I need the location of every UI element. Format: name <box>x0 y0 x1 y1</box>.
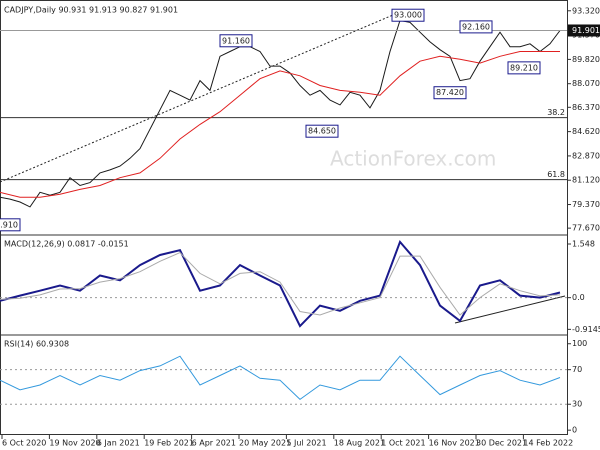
y-tick-label: 88.070 <box>572 79 600 88</box>
x-tick-label: 19 Nov 2020 <box>49 439 100 448</box>
annotation-box <box>0 218 21 232</box>
y-tick-label: 100 <box>572 339 587 348</box>
annotation-box <box>507 61 541 75</box>
level-label: 38.2 <box>547 108 565 117</box>
y-tick-label: 79.370 <box>572 200 600 209</box>
price-annotation: 77.910 <box>0 218 21 232</box>
series-line <box>0 355 561 401</box>
y-tick-label: 82.870 <box>572 151 600 160</box>
x-tick-label: 5 Jul 2021 <box>286 439 326 448</box>
y-tick-label: 86.370 <box>572 103 600 112</box>
x-tick-label: 14 Feb 2022 <box>523 439 573 448</box>
price-annotation: 87.420 <box>433 86 467 100</box>
price-annotation: 93.000 <box>391 8 425 22</box>
panel-title: MACD(12,26,9) 0.0817 -0.0151 <box>4 240 129 249</box>
y-tick-label: 1.548 <box>572 240 595 249</box>
price-annotation: 92.160 <box>459 20 493 34</box>
macd-trend-line <box>454 295 566 324</box>
annotation-box <box>305 124 339 138</box>
x-tick-label: 16 Nov 2021 <box>429 439 480 448</box>
series-line <box>0 252 561 316</box>
x-tick-label: 30 Dec 2021 <box>476 439 527 448</box>
y-tick-label: 30 <box>572 400 582 409</box>
annotation-box <box>433 86 467 100</box>
x-tick-label: 6 Apr 2021 <box>192 439 236 448</box>
x-tick-label: 6 Jan 2021 <box>97 439 140 448</box>
x-tick-label: 20 May 2021 <box>239 439 291 448</box>
annotation-box <box>219 34 253 48</box>
trend-line <box>0 11 401 183</box>
annotation-label: 91.160 <box>222 36 250 45</box>
y-tick-label: 93.320 <box>572 6 600 15</box>
annotation-box <box>391 8 425 22</box>
annotation-label: 77.910 <box>0 220 18 229</box>
x-tick-label: 6 Oct 2020 <box>2 439 46 448</box>
frame <box>0 0 568 435</box>
y-tick-label: 77.670 <box>572 224 600 233</box>
price-annotation: 91.160 <box>219 34 253 48</box>
series-line <box>0 51 560 198</box>
price-annotation: 84.650 <box>305 124 339 138</box>
price-annotation: 89.210 <box>507 61 541 75</box>
panel-title: RSI(14) 60.9308 <box>4 340 69 349</box>
annotation-label: 93.000 <box>394 11 422 20</box>
y-tick-label: 89.820 <box>572 55 600 64</box>
x-tick-label: 18 Aug 2021 <box>334 439 385 448</box>
x-tick-label: 19 Feb 2021 <box>144 439 194 448</box>
last-price-label: 91.901 <box>572 26 600 35</box>
annotation-label: 92.160 <box>462 22 490 31</box>
series-line <box>0 19 561 208</box>
annotation-label: 84.650 <box>308 127 336 136</box>
y-tick-label: 84.620 <box>572 127 600 136</box>
y-tick-label: 70 <box>572 365 582 374</box>
y-tick-label: -0.9145 <box>572 325 600 334</box>
y-tick-label: 0.0 <box>572 293 585 302</box>
series-line <box>0 239 561 328</box>
last-price-box <box>568 24 600 37</box>
y-tick-label: 81.120 <box>572 176 600 185</box>
panel-title: CADJPY,Daily 90.931 91.913 90.827 91.901 <box>4 6 178 15</box>
x-tick-label: 1 Oct 2021 <box>381 439 425 448</box>
watermark: ActionForex.com <box>330 147 496 171</box>
annotation-box <box>459 20 493 34</box>
y-tick-label: 0 <box>572 426 577 435</box>
annotation-label: 89.210 <box>510 63 538 72</box>
level-label: 61.8 <box>547 170 565 179</box>
annotation-label: 87.420 <box>436 88 464 97</box>
